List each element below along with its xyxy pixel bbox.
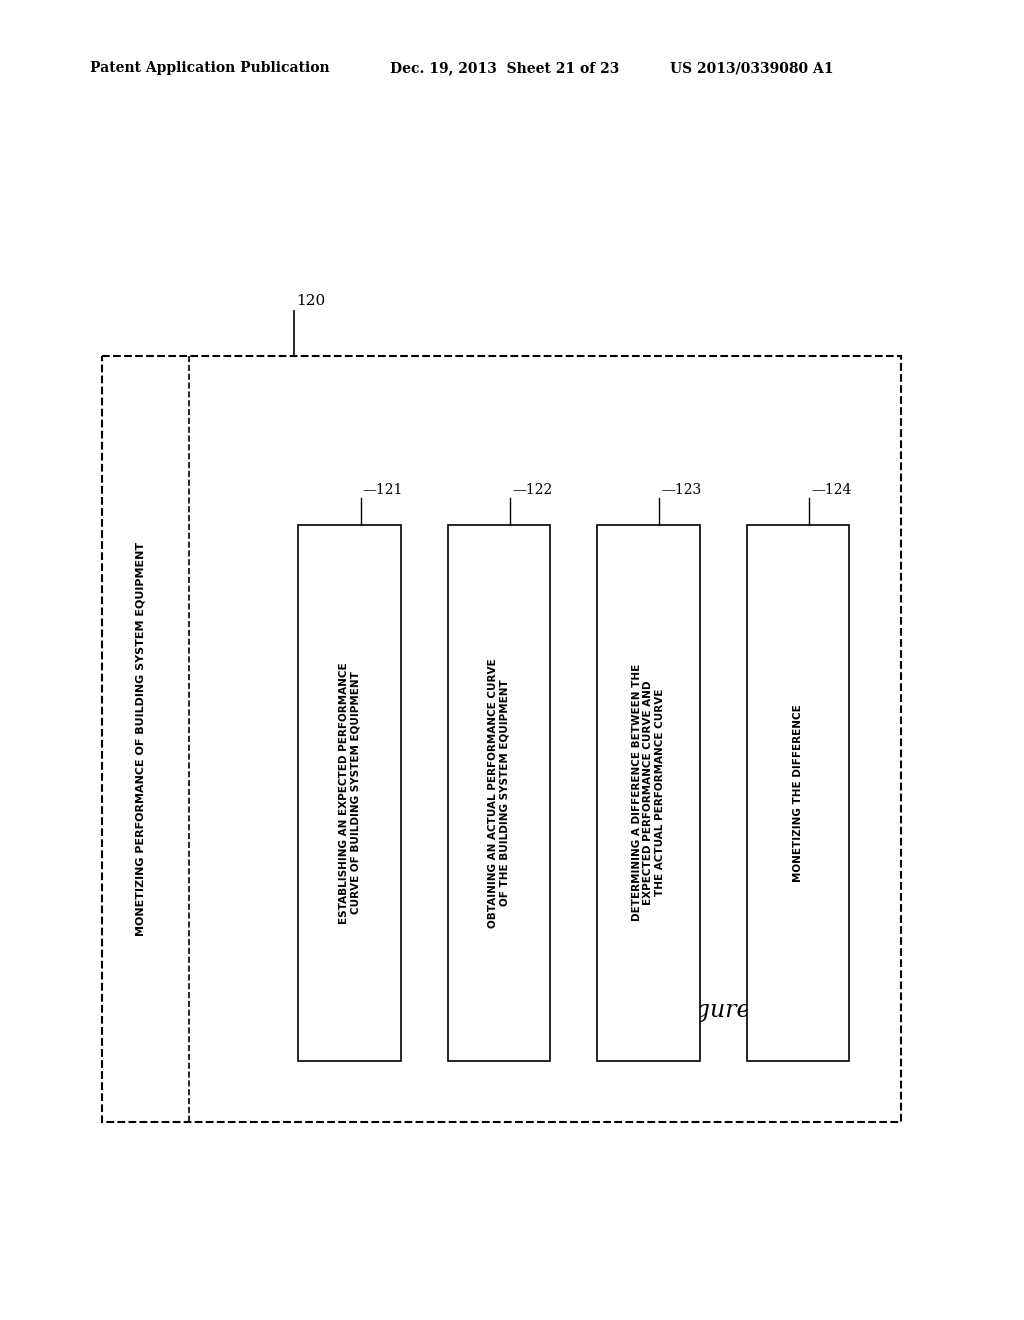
Text: OBTAINING AN ACTUAL PERFORMANCE CURVE
OF THE BUILDING SYSTEM EQUIPMENT: OBTAINING AN ACTUAL PERFORMANCE CURVE OF… <box>488 657 510 928</box>
Text: ESTABLISHING AN EXPECTED PERFORMANCE
CURVE OF BUILDING SYSTEM EQUIPMENT: ESTABLISHING AN EXPECTED PERFORMANCE CUR… <box>339 661 360 924</box>
Bar <box>447 525 551 1061</box>
Text: 120: 120 <box>296 294 326 309</box>
Text: DETERMINING A DIFFERENCE BETWEEN THE
EXPECTED PERFORMANCE CURVE AND
THE ACTUAL P: DETERMINING A DIFFERENCE BETWEEN THE EXP… <box>632 664 665 921</box>
Text: —123: —123 <box>662 483 701 496</box>
Text: Figure 18: Figure 18 <box>672 998 788 1022</box>
Text: —124: —124 <box>811 483 851 496</box>
Text: MONETIZING THE DIFFERENCE: MONETIZING THE DIFFERENCE <box>793 704 803 882</box>
Bar <box>746 525 849 1061</box>
Text: Dec. 19, 2013  Sheet 21 of 23: Dec. 19, 2013 Sheet 21 of 23 <box>390 61 620 75</box>
Bar <box>102 356 901 1122</box>
Text: —121: —121 <box>362 483 402 496</box>
Text: —122: —122 <box>512 483 552 496</box>
Text: Patent Application Publication: Patent Application Publication <box>90 61 330 75</box>
Text: US 2013/0339080 A1: US 2013/0339080 A1 <box>670 61 834 75</box>
Bar <box>597 525 699 1061</box>
Text: MONETIZING PERFORMANCE OF BUILDING SYSTEM EQUIPMENT: MONETIZING PERFORMANCE OF BUILDING SYSTE… <box>135 543 145 936</box>
Bar <box>298 525 401 1061</box>
